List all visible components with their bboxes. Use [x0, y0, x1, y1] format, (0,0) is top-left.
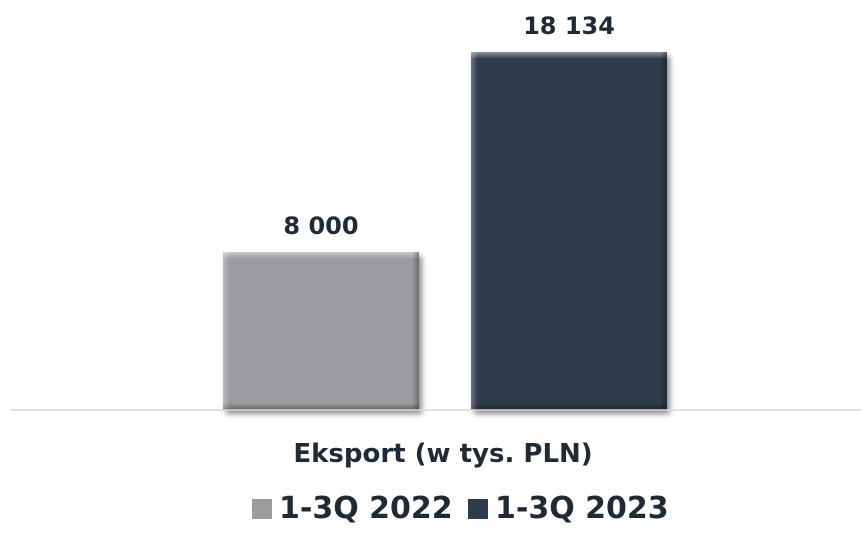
- bars-layer: [223, 52, 667, 410]
- bar-body: [223, 252, 419, 410]
- bar-1-3q-2022: [223, 252, 419, 410]
- legend-swatch: [252, 499, 272, 519]
- category-label: Eksport (w tys. PLN): [293, 439, 592, 469]
- value-label-1-3q-2022: 8 000: [283, 212, 358, 240]
- bar-bevel-top: [471, 52, 667, 59]
- value-labels-layer: 8 000 18 134: [283, 12, 615, 240]
- bar-bevel-left: [223, 252, 230, 410]
- value-label-1-3q-2023: 18 134: [523, 12, 615, 40]
- legend-swatch: [468, 499, 488, 519]
- bar-bevel-right: [660, 52, 667, 410]
- legend-item-1-3q-2023: 1-3Q 2023: [468, 491, 669, 526]
- bar-bevel-left: [471, 52, 478, 410]
- bar-body: [471, 52, 667, 410]
- bar-bevel-top: [223, 252, 419, 260]
- legend-label: 1-3Q 2022: [279, 491, 453, 526]
- bar-bevel-bottom: [471, 403, 667, 410]
- legend-item-1-3q-2022: 1-3Q 2022: [252, 491, 453, 526]
- legend-label: 1-3Q 2023: [495, 491, 669, 526]
- legend: 1-3Q 2022 1-3Q 2023: [252, 491, 669, 526]
- bar-1-3q-2023: [471, 52, 667, 410]
- bar-bevel-bottom: [223, 403, 419, 410]
- bar-bevel-right: [412, 252, 419, 410]
